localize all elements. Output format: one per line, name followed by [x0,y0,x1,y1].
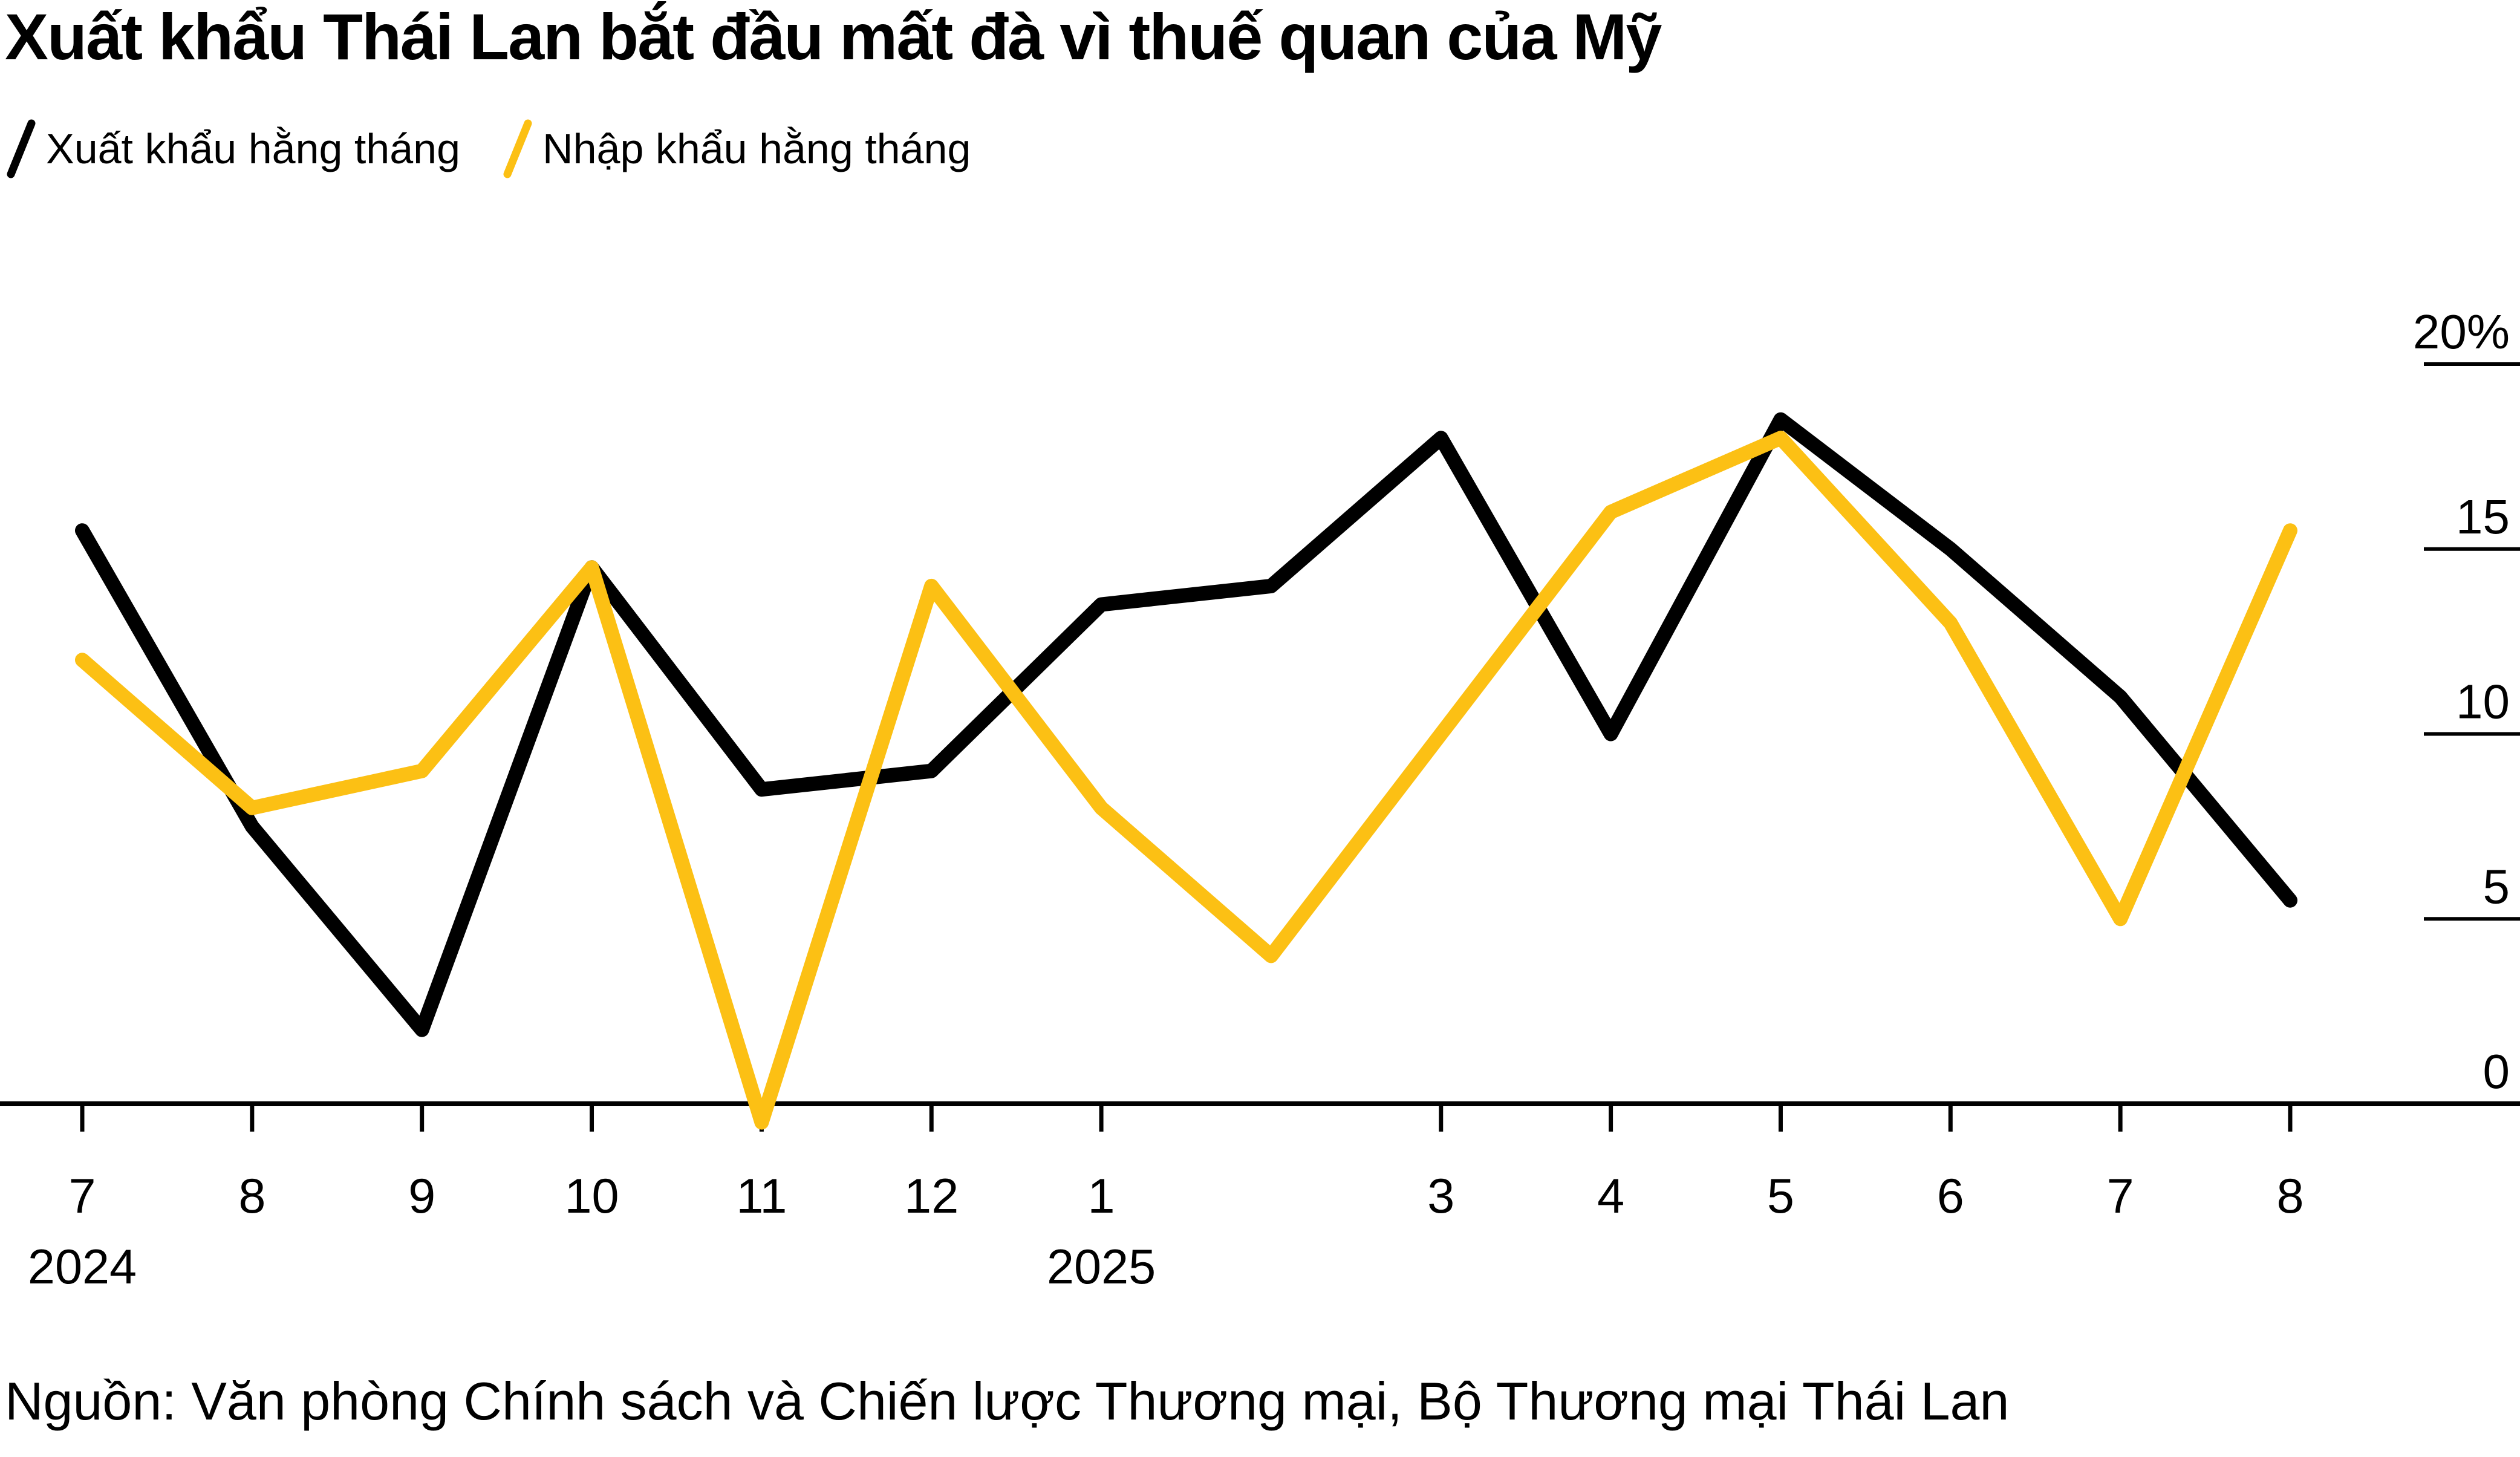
y-tick-label: 15 [2456,490,2510,544]
source-note: Nguồn: Văn phòng Chính sách và Chiến lượ… [5,1371,2010,1431]
x-tick-label: 11 [736,1169,787,1224]
legend-item-imports: Nhập khẩu hằng tháng [503,119,971,179]
y-tick-label: 5 [2483,859,2510,913]
legend-item-exports: Xuất khẩu hằng tháng [6,119,460,179]
x-tick-label: 10 [564,1169,619,1224]
x-year-label: 2024 [28,1240,137,1294]
legend: Xuất khẩu hằng tháng Nhập khẩu hằng thán… [6,119,971,179]
x-tick-label: 4 [1597,1169,1624,1224]
chart-title: Xuất khẩu Thái Lan bắt đầu mất đà vì thu… [5,0,1662,73]
x-tick-label: 8 [238,1169,265,1224]
exports-line [75,412,2297,1037]
imports-line-swatch-icon [503,119,532,178]
x-tick-label: 7 [68,1169,96,1224]
x-tick-label: 8 [2276,1169,2303,1224]
y-tick-label: 20% [2413,305,2510,359]
x-tick-label: 3 [1427,1169,1454,1224]
x-year-label: 2025 [1047,1240,1156,1294]
x-tick-label: 7 [2107,1169,2134,1224]
legend-label-imports: Nhập khẩu hằng tháng [542,125,971,172]
x-tick-label: 5 [1767,1169,1794,1224]
imports-line [75,431,2297,1130]
x-tick-label: 12 [904,1169,959,1224]
y-tick-label: 10 [2456,675,2510,729]
exports-line-swatch-icon [7,119,36,178]
x-tick-label: 9 [408,1169,435,1224]
legend-label-exports: Xuất khẩu hằng tháng [46,125,461,172]
x-tick-label: 6 [1937,1169,1964,1224]
x-tick-label: 1 [1088,1169,1115,1224]
y-tick-label: 0 [2483,1045,2510,1098]
